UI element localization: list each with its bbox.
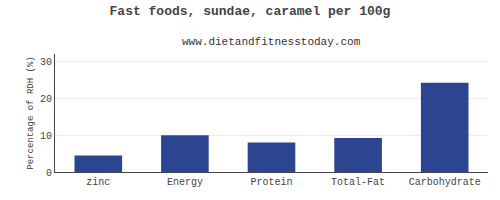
svg-text:Total-Fat: Total-Fat	[331, 177, 385, 188]
svg-text:10: 10	[40, 131, 52, 142]
svg-text:Fast foods, sundae, caramel pe: Fast foods, sundae, caramel per 100g	[110, 4, 391, 19]
svg-text:Energy: Energy	[167, 177, 203, 188]
svg-text:Carbohydrate: Carbohydrate	[409, 177, 481, 188]
svg-text:0: 0	[46, 168, 52, 179]
svg-text:20: 20	[40, 94, 52, 105]
svg-text:Protein: Protein	[250, 177, 292, 188]
svg-text:www.dietandfitnesstoday.com: www.dietandfitnesstoday.com	[182, 36, 361, 48]
svg-text:zinc: zinc	[86, 177, 110, 188]
svg-text:Percentage of RDH (%): Percentage of RDH (%)	[26, 56, 36, 169]
svg-text:30: 30	[40, 57, 52, 68]
